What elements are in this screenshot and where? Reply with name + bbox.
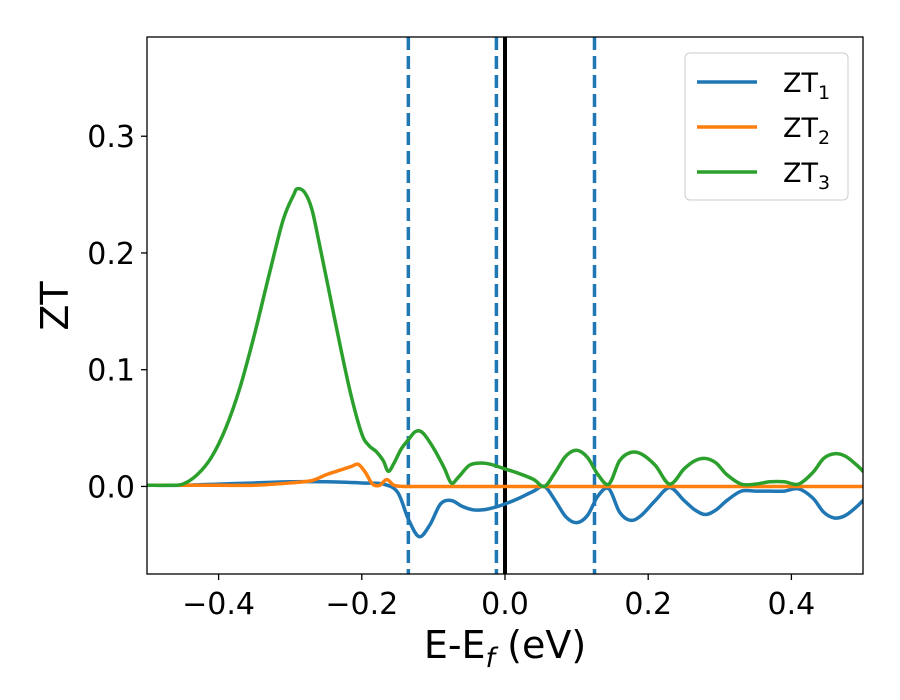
- series-line-zt2: [147, 462, 863, 489]
- y-tick-label: 0.2: [87, 237, 135, 272]
- legend-label-zt1: ZT1: [783, 68, 830, 104]
- series-line-zt3: [147, 186, 863, 489]
- x-tick-label: 0.4: [768, 587, 816, 622]
- y-tick-label: 0.0: [87, 470, 135, 505]
- series-lines: [147, 186, 863, 539]
- legend-box: [684, 52, 849, 201]
- x-axis-label-unit: (eV): [495, 623, 586, 667]
- y-tick-label: 0.3: [87, 120, 135, 155]
- legend: ZT1 ZT2 ZT3: [684, 52, 849, 201]
- y-axis-label: ZT: [33, 281, 77, 331]
- y-tick-label: 0.1: [87, 354, 135, 389]
- y-axis-ticks: 0.0 0.1 0.2 0.3: [87, 120, 147, 505]
- x-tick-label: 0.2: [624, 587, 672, 622]
- reference-lines: [406, 37, 597, 574]
- legend-label-zt3: ZT3: [783, 158, 830, 194]
- legend-label-zt2: ZT2: [783, 113, 830, 149]
- series-line-zt1: [147, 479, 863, 539]
- x-tick-label: −0.4: [182, 587, 255, 622]
- x-tick-label: −0.2: [325, 587, 398, 622]
- x-axis-ticks: −0.4 −0.2 0.0 0.2 0.4: [182, 574, 815, 622]
- x-tick-label: 0.0: [481, 587, 529, 622]
- x-axis-label: E-Ef (eV): [424, 623, 586, 674]
